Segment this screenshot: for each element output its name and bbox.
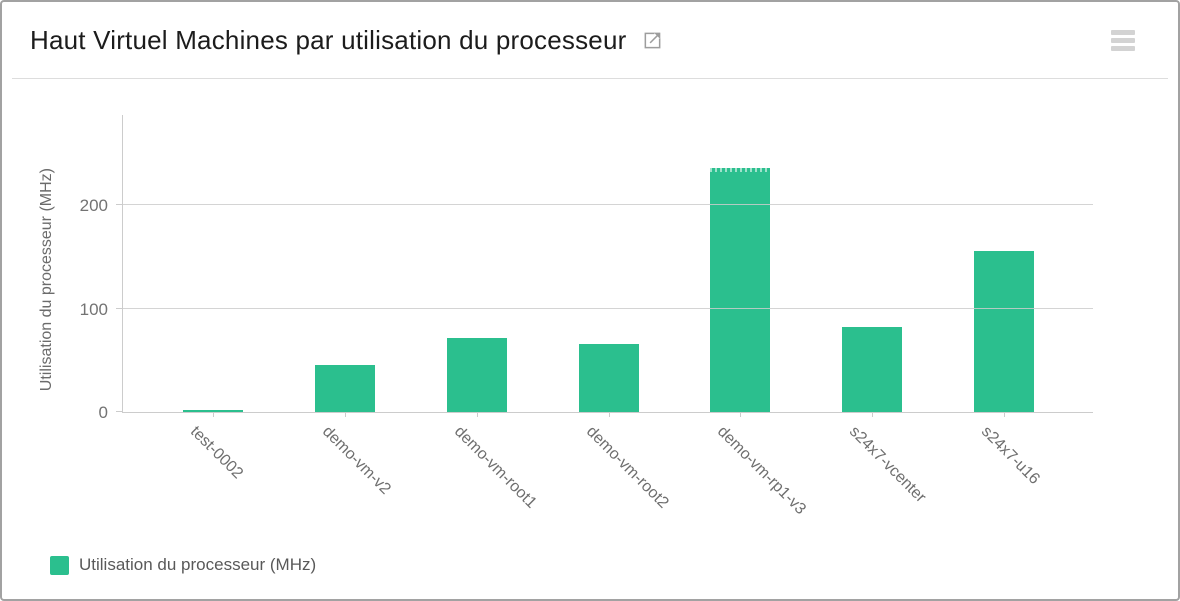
bar-demo-vm-rp1-v3[interactable] [710,167,771,412]
category-band: test-0002 [147,115,279,482]
category-band: demo-vm-root1 [411,115,543,512]
legend-item[interactable]: Utilisation du processeur (MHz) [50,555,1178,575]
x-axis-tick [872,412,874,417]
open-in-new-glyph [645,32,661,48]
x-axis-tick [1004,412,1006,417]
gridline [123,307,1093,309]
plot-area: test-0002 demo-vm-v2 demo-vm-root1 demo-vm-… [116,115,1093,518]
bar-test-0002[interactable] [182,409,243,412]
bar-demo-vm-v2[interactable] [314,365,375,412]
bar-top-pattern [710,167,771,172]
category-band: demo-vm-root2 [543,115,675,512]
category-band: s24x7-u16 [938,115,1070,488]
y-tick-labels: 0 100 200 [2,115,114,422]
x-axis-label: test-0002 [186,423,247,483]
x-axis-tick [212,412,214,417]
bars-row: test-0002 demo-vm-v2 demo-vm-root1 demo-vm-… [147,115,1070,518]
widget-header: Haut Virtuel Machines par utilisation du… [2,2,1178,78]
x-axis-label: demo-vm-v2 [318,423,394,498]
bar-demo-vm-root2[interactable] [578,343,639,412]
chart-region: Utilisation du processeur (MHz) 0 100 200 … [2,79,1178,550]
page-title: Haut Virtuel Machines par utilisation du… [30,24,627,55]
y-axis-tick [116,307,122,309]
x-axis-tick [740,412,742,417]
category-band: s24x7-vcenter [806,115,938,506]
menu-icon[interactable] [1111,29,1135,51]
header-divider [12,78,1168,79]
legend-swatch [50,555,69,575]
x-axis-label: s24x7-vcenter [846,423,930,507]
y-axis-tick-label: 200 [79,196,108,216]
bar-s24x7-vcenter[interactable] [842,327,903,412]
category-band: demo-vm-v2 [279,115,411,498]
y-axis-tick-label: 100 [79,299,108,319]
menu-bar [1111,45,1135,51]
menu-bar [1111,29,1135,35]
legend-label: Utilisation du processeur (MHz) [79,555,317,574]
y-axis-tick [116,411,122,412]
x-axis-label: s24x7-u16 [978,423,1043,488]
menu-bar [1111,37,1135,43]
x-axis-label: demo-vm-root2 [582,423,672,512]
bar-demo-vm-root1[interactable] [446,337,507,412]
open-in-new-icon[interactable] [642,30,663,51]
y-axis-tick-label: 0 [98,403,108,422]
x-axis-label: demo-vm-rp1-v3 [714,423,810,519]
gridline [123,204,1093,206]
category-band: demo-vm-rp1-v3 [674,115,809,518]
x-axis-tick [344,412,346,417]
x-axis-label: demo-vm-root1 [450,423,540,512]
y-axis-tick [116,204,122,206]
bar-s24x7-u16[interactable] [974,250,1035,412]
x-axis-tick [608,412,610,417]
x-axis-tick [476,412,478,417]
